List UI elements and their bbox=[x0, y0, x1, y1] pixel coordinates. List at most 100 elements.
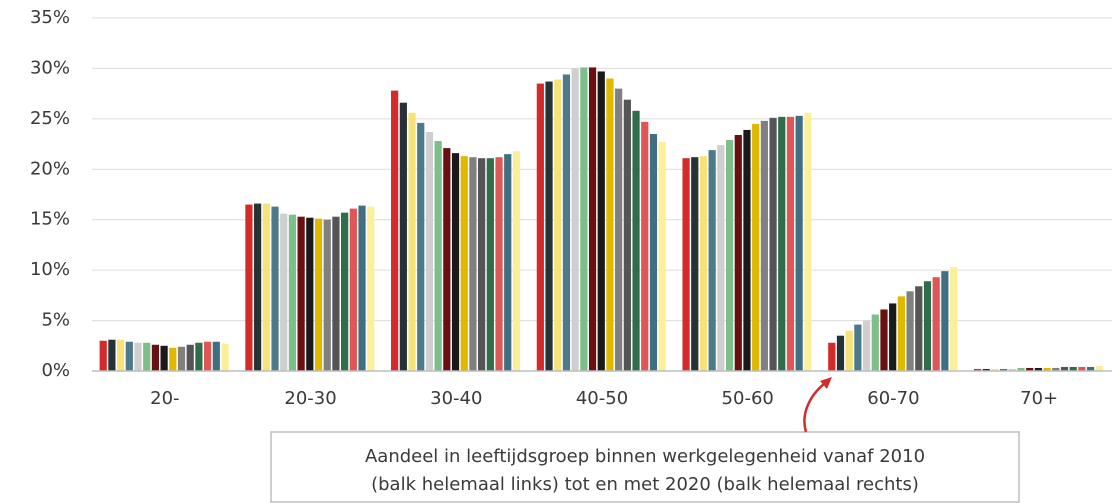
bar bbox=[991, 368, 999, 371]
bar bbox=[212, 341, 220, 371]
annotation-box bbox=[270, 431, 1020, 503]
bar bbox=[297, 216, 305, 371]
bar bbox=[434, 141, 442, 371]
bar bbox=[408, 112, 416, 371]
bar bbox=[854, 324, 862, 371]
bar bbox=[160, 345, 168, 371]
bar bbox=[906, 291, 914, 371]
bar bbox=[262, 203, 270, 371]
bar bbox=[358, 205, 366, 371]
bar bbox=[828, 342, 836, 371]
bar bbox=[691, 157, 699, 371]
bar bbox=[221, 343, 229, 371]
bar bbox=[597, 71, 605, 371]
bar bbox=[271, 206, 279, 371]
bar bbox=[717, 145, 725, 371]
bar bbox=[177, 346, 186, 371]
x-tick-label: 20- bbox=[150, 388, 179, 409]
x-tick-label: 20-30 bbox=[284, 388, 336, 409]
bar bbox=[795, 115, 803, 372]
bar bbox=[280, 213, 288, 371]
bar bbox=[725, 140, 734, 371]
bar bbox=[658, 142, 666, 371]
bar bbox=[425, 131, 434, 371]
bar bbox=[752, 123, 760, 372]
y-tick-label: 15% bbox=[30, 209, 70, 230]
bar bbox=[288, 214, 297, 371]
bar bbox=[391, 90, 399, 372]
bar bbox=[1026, 367, 1034, 371]
y-tick-label: 0% bbox=[41, 360, 70, 381]
bar bbox=[1008, 368, 1016, 371]
bar bbox=[125, 341, 133, 371]
bar bbox=[915, 286, 923, 371]
x-tick-label: 60-70 bbox=[867, 388, 919, 409]
bar bbox=[486, 158, 494, 371]
bar bbox=[949, 267, 958, 371]
bar bbox=[682, 158, 690, 371]
y-tick-label: 25% bbox=[30, 108, 70, 129]
bar bbox=[845, 330, 853, 371]
bar bbox=[99, 340, 107, 371]
bar bbox=[443, 148, 451, 371]
bar bbox=[1086, 366, 1095, 371]
bar bbox=[545, 81, 553, 371]
bar bbox=[117, 339, 125, 371]
bar bbox=[254, 203, 262, 371]
bar bbox=[769, 117, 777, 371]
bar bbox=[1017, 367, 1025, 371]
annotation-line: Aandeel in leeftijdsgroep binnen werkgel… bbox=[365, 446, 925, 467]
bar bbox=[623, 99, 631, 372]
bar bbox=[341, 212, 349, 371]
bar bbox=[349, 208, 357, 371]
bar bbox=[1078, 366, 1086, 371]
bar bbox=[778, 116, 786, 371]
bar bbox=[562, 74, 571, 371]
x-tick-label: 50-60 bbox=[722, 388, 774, 409]
bar bbox=[134, 342, 142, 371]
bar bbox=[641, 121, 649, 371]
bar bbox=[734, 134, 742, 371]
bar bbox=[1043, 367, 1051, 371]
annotation-arrow bbox=[803, 379, 829, 433]
bar bbox=[554, 79, 562, 371]
bar bbox=[941, 271, 949, 371]
bar bbox=[588, 67, 597, 372]
bar bbox=[536, 83, 544, 372]
bar bbox=[580, 67, 588, 372]
bar bbox=[1060, 366, 1069, 371]
bar bbox=[836, 335, 845, 371]
bar bbox=[973, 368, 982, 371]
bar bbox=[615, 88, 623, 371]
bar bbox=[889, 303, 897, 371]
bar bbox=[923, 281, 932, 371]
bar bbox=[932, 277, 940, 371]
bar bbox=[760, 120, 768, 371]
bar bbox=[306, 217, 314, 371]
y-tick-label: 5% bbox=[41, 310, 70, 331]
bar bbox=[460, 156, 468, 371]
bar bbox=[512, 151, 521, 371]
bar bbox=[897, 296, 905, 371]
bar bbox=[314, 218, 323, 371]
bar bbox=[571, 68, 579, 371]
bar bbox=[504, 154, 512, 371]
bar bbox=[786, 116, 795, 371]
bar bbox=[332, 216, 340, 371]
x-tick-label: 40-50 bbox=[576, 388, 628, 409]
bar bbox=[495, 157, 503, 371]
y-tick-label: 30% bbox=[30, 57, 70, 78]
bar bbox=[699, 156, 708, 371]
bar bbox=[1034, 367, 1042, 371]
bar bbox=[399, 102, 407, 371]
bar bbox=[195, 342, 203, 371]
bar bbox=[999, 368, 1008, 371]
bar bbox=[143, 342, 151, 371]
bar bbox=[245, 204, 253, 371]
bar bbox=[649, 133, 658, 371]
bar bbox=[880, 309, 888, 371]
bar bbox=[1095, 365, 1103, 371]
bar bbox=[871, 314, 879, 371]
bar bbox=[743, 129, 751, 371]
